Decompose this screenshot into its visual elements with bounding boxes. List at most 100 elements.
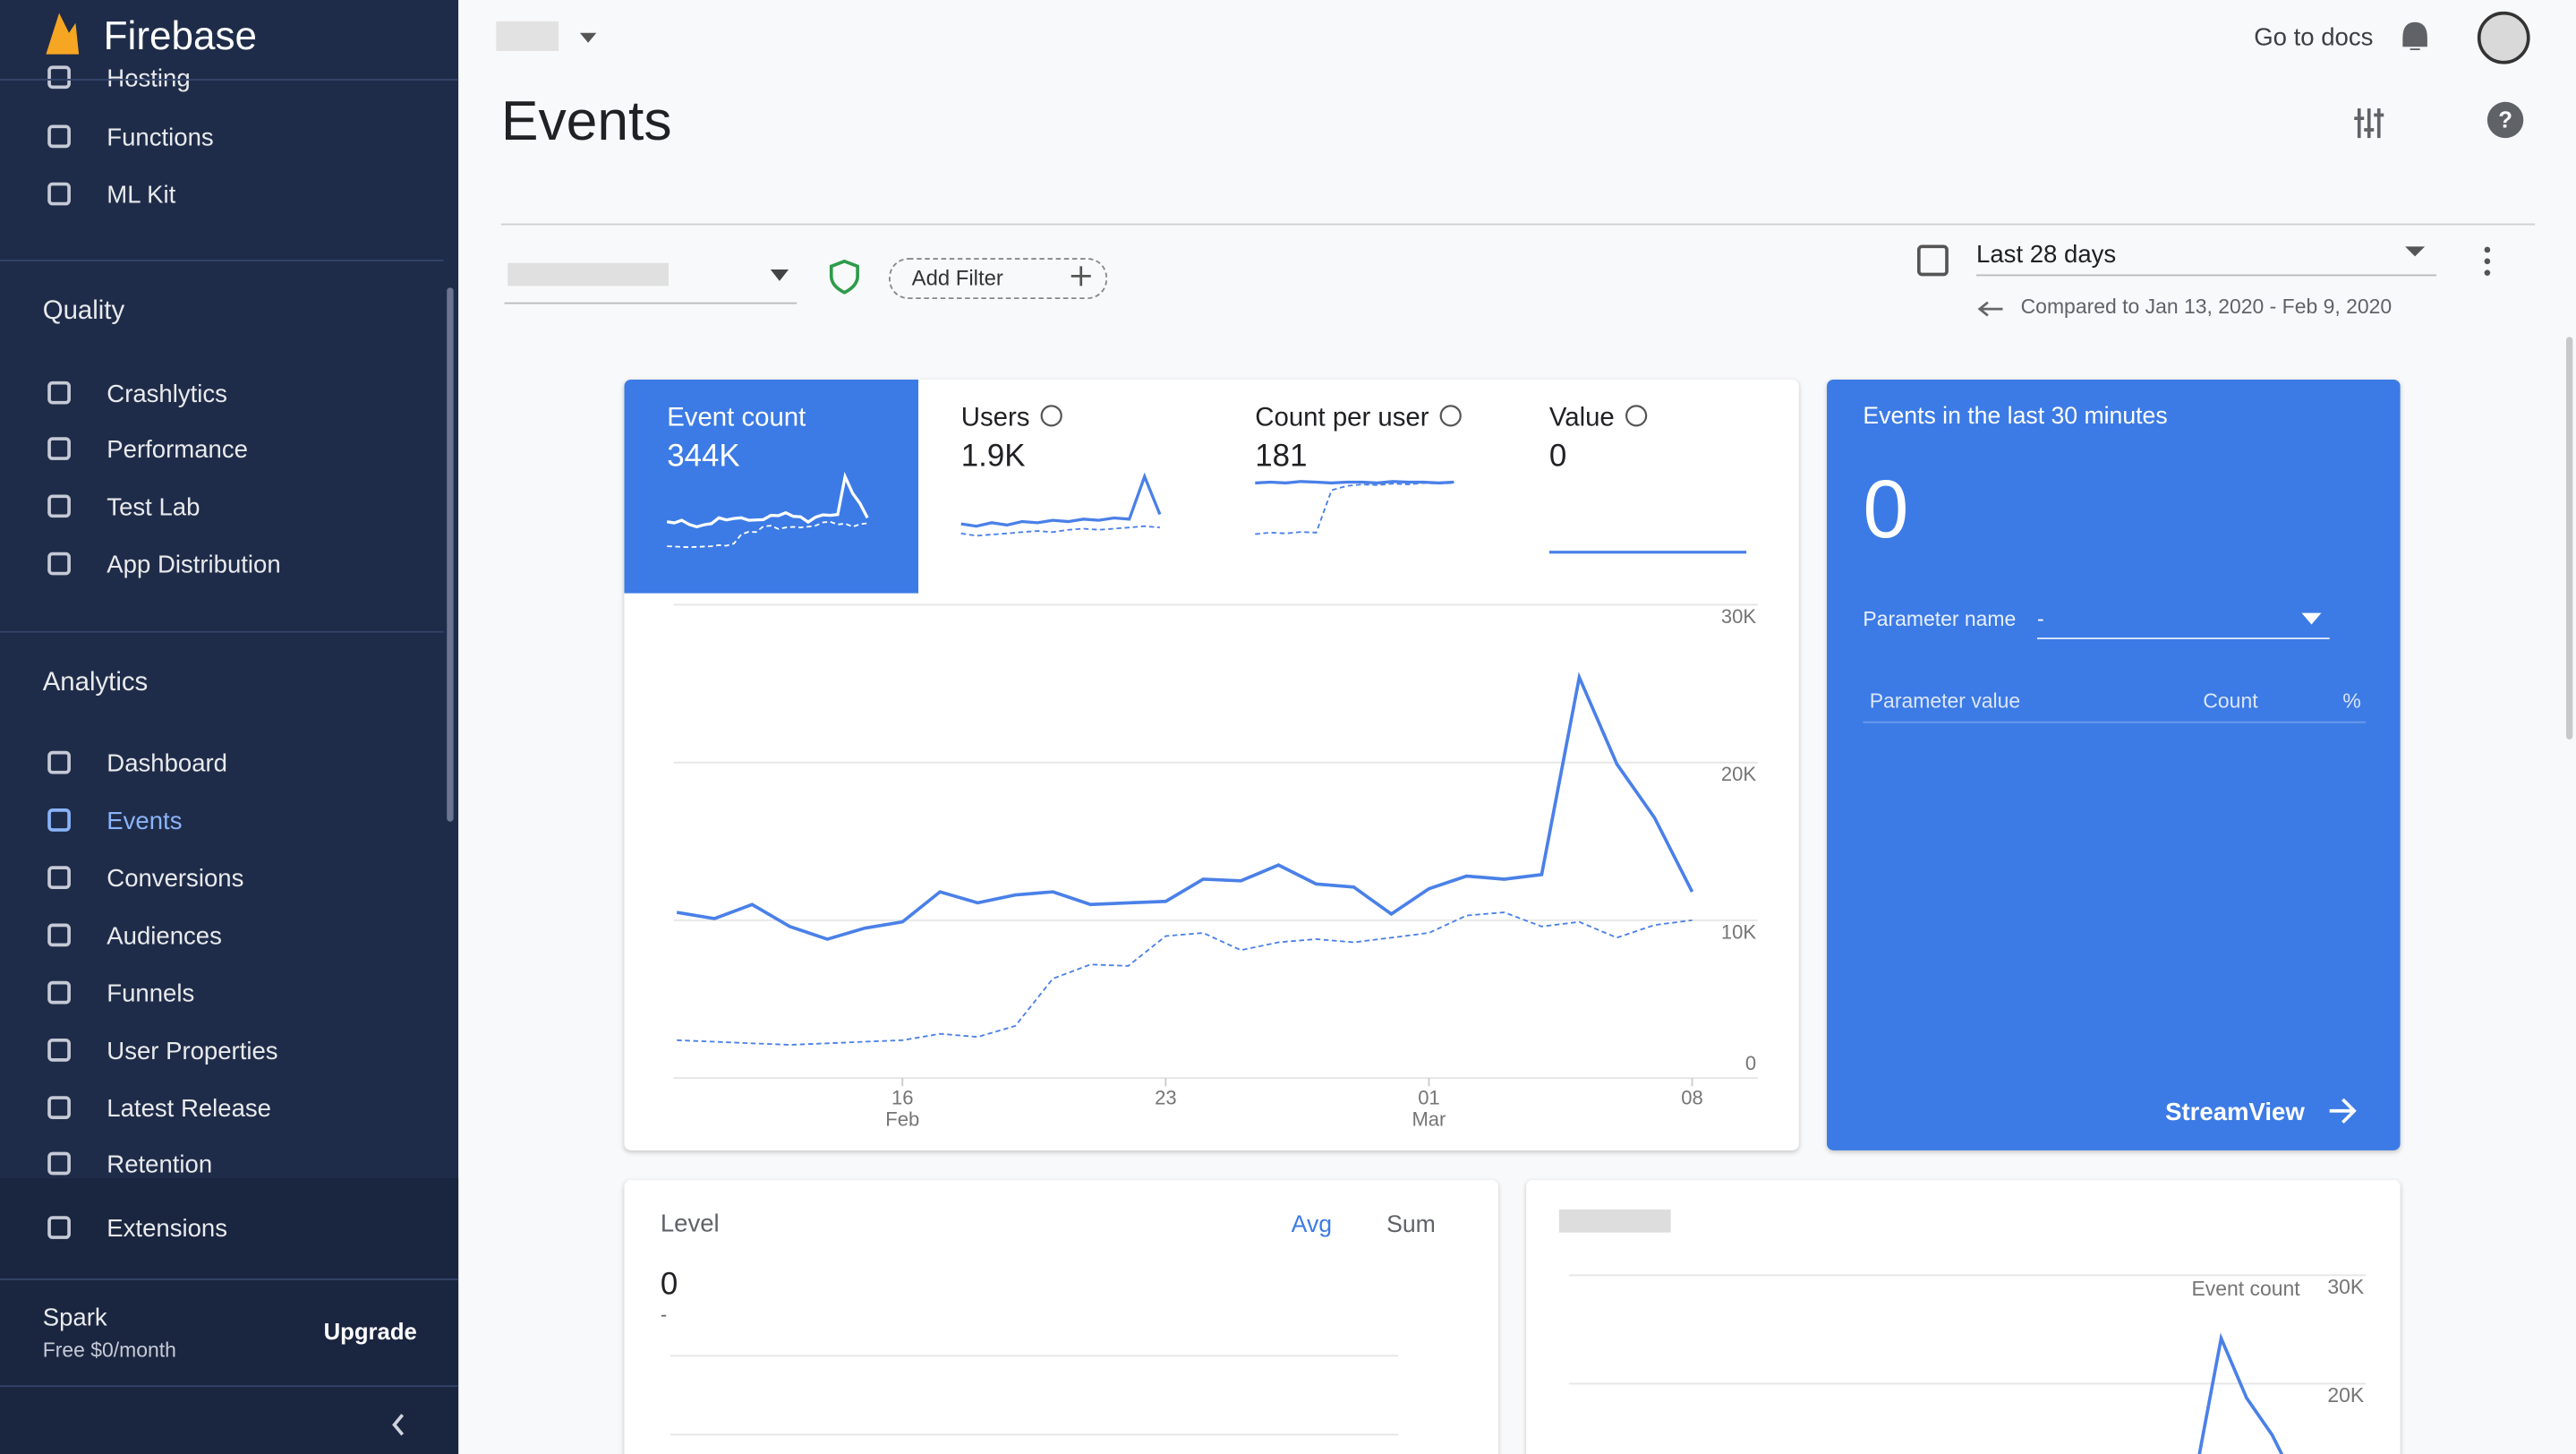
metric-label[interactable]: Value [1548, 404, 1615, 432]
data-line [677, 911, 1693, 1046]
caret[interactable] [770, 269, 789, 281]
sparkline [960, 525, 1160, 537]
blurred-stream [508, 262, 670, 287]
nav-icon [47, 381, 71, 405]
nav-icon [47, 1096, 71, 1119]
metric-value: 0 [1548, 439, 1567, 475]
y-tick-label: 20K [2327, 1383, 2365, 1407]
nav-item[interactable]: Conversions [107, 865, 244, 894]
caret[interactable] [2301, 612, 2322, 625]
date-range[interactable]: Last 28 days [1976, 240, 2117, 269]
nav-icon [47, 923, 71, 947]
nav-icon [47, 124, 71, 149]
nav-icon [47, 866, 71, 889]
nav-item[interactable]: Latest Release [107, 1095, 271, 1124]
blurred-project [496, 21, 559, 51]
caret[interactable] [2405, 246, 2426, 257]
level-value: 0 [660, 1268, 678, 1303]
y-tick-label: 30K [2327, 1275, 2365, 1298]
level-title: Level [660, 1210, 720, 1239]
selected-tab[interactable] [624, 379, 919, 594]
metric-value: 344K [667, 439, 740, 475]
nav-icon [47, 750, 71, 774]
docs-link[interactable]: Go to docs [2254, 23, 2374, 52]
x-month-label: Mar [1412, 1108, 1446, 1131]
metric-label[interactable]: Event count [667, 404, 806, 432]
nav-item[interactable]: Test Lab [107, 493, 200, 522]
data-line [676, 671, 1694, 941]
nav-item[interactable]: Dashboard [107, 749, 228, 779]
collapse-icon[interactable] [392, 1414, 405, 1436]
bell-icon[interactable] [2402, 21, 2427, 50]
nav-item[interactable]: Audiences [107, 922, 222, 951]
nav-item[interactable]: Performance [107, 436, 248, 465]
y-tick-label: 20K [1721, 763, 1756, 785]
divider [0, 260, 444, 261]
tune-icon[interactable] [2354, 108, 2384, 139]
table-rule [1863, 721, 2367, 723]
plus-icon[interactable] [1070, 266, 1091, 287]
metrics-card [624, 379, 1799, 1150]
y-tick-label: 30K [1721, 605, 1756, 628]
metric-label[interactable]: Count per user [1255, 404, 1429, 432]
toggle[interactable]: Avg [1291, 1212, 1333, 1239]
column-header: % [2342, 689, 2361, 714]
nav-item[interactable]: ML Kit [107, 181, 176, 210]
nav-item[interactable]: Hosting [107, 64, 191, 93]
nav-icon [47, 437, 71, 460]
param-name-label: Parameter name [1863, 607, 2017, 631]
nav-item[interactable]: Extensions [107, 1215, 227, 1244]
avatar[interactable] [2477, 11, 2530, 64]
column-header: Count [2203, 689, 2258, 714]
kebab[interactable] [2484, 246, 2491, 253]
logo [46, 13, 80, 55]
add-filter-label[interactable]: Add Filter [911, 265, 1003, 290]
realtime-count: 0 [1863, 463, 1909, 556]
metric-value: 181 [1255, 439, 1308, 475]
section-title: Quality [42, 297, 125, 326]
add-filter[interactable] [888, 258, 1108, 300]
plan-price: Free $0/month [42, 1339, 176, 1363]
nav-item[interactable]: Crashlytics [107, 380, 227, 409]
toggle[interactable]: Sum [1386, 1212, 1436, 1239]
nav-item[interactable]: Funnels [107, 979, 195, 1009]
divider [500, 223, 2536, 226]
nav-icon [47, 494, 71, 518]
series-label: Event count [2192, 1277, 2301, 1300]
nav-item[interactable]: App Distribution [107, 551, 281, 579]
arrow-icon[interactable] [2329, 1098, 2357, 1124]
data-line [2197, 1332, 2284, 1454]
y-tick-label: 0 [1745, 1052, 1756, 1074]
upgrade-button[interactable]: Upgrade [323, 1318, 417, 1345]
sparkline [667, 520, 868, 549]
nav-item[interactable]: Functions [107, 124, 214, 152]
param-name-value[interactable]: - [2036, 607, 2044, 631]
x-tick-label: 16 [891, 1087, 914, 1109]
metric-label[interactable]: Users [960, 404, 1030, 432]
calendar-icon[interactable] [1916, 244, 1949, 277]
sparkline [666, 471, 869, 529]
caret[interactable] [579, 32, 597, 43]
sparkline [960, 472, 1162, 528]
sparkline [1255, 480, 1454, 485]
date-underline [1976, 274, 2436, 277]
help-icon [1625, 405, 1648, 427]
help-icon[interactable] [2486, 101, 2524, 139]
help-icon [1439, 405, 1462, 427]
divider [0, 1278, 459, 1280]
nav-item[interactable]: Events [107, 808, 183, 836]
nav-icon [47, 552, 71, 576]
nav-icon [47, 980, 71, 1005]
nav-item[interactable]: Retention [107, 1150, 213, 1179]
x-tick-label: 23 [1155, 1087, 1176, 1109]
blurred-title [1558, 1209, 1671, 1233]
x-tick-label: 08 [1681, 1087, 1703, 1109]
compare-icon [1977, 301, 2003, 317]
nav-item[interactable]: User Properties [107, 1038, 278, 1066]
sparkline [1255, 482, 1454, 535]
plan-name: Spark [42, 1304, 107, 1332]
sidebar-scrollbar [447, 287, 454, 822]
streamview-link[interactable]: StreamView [2165, 1099, 2305, 1127]
bottom-plot [2197, 1332, 2284, 1454]
